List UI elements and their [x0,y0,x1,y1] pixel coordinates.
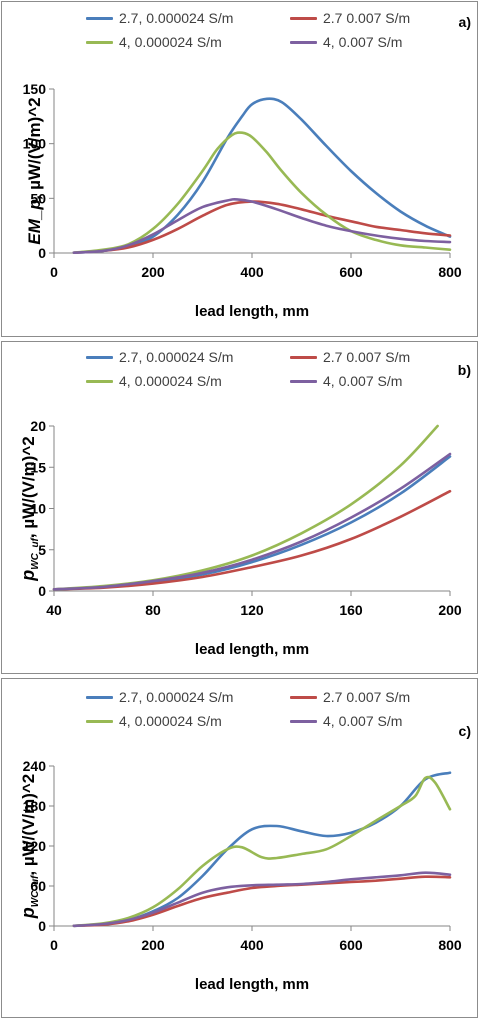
y-tick-label: 15 [30,459,46,475]
x-tick-label: 40 [46,602,62,618]
y-tick-label: 5 [38,542,46,558]
series-line-4 [52,452,452,591]
legend-entry-1: 2.7, 0.000024 S/m [86,349,233,365]
legend-entry-1: 2.7, 0.000024 S/m [86,10,233,26]
legend-swatch [86,719,113,723]
legend-entry-4: 4, 0.007 S/m [290,373,402,389]
panel-label-b: b) [457,362,471,378]
legend-swatch [290,379,317,383]
legend-label: 4, 0.000024 S/m [119,34,222,50]
chart-c-svg: 0 60 120 180 240 0 200 400 600 800 lead length, mm… [18,758,462,993]
legend-c: 2.7, 0.000024 S/m 2.7 0.007 S/m 4, 0.00002… [72,689,412,733]
legend-label: 4, 0.007 S/m [323,713,403,729]
legend-label: 4, 0.007 S/m [323,34,403,50]
legend-swatch [290,40,317,44]
chart-panel-b: 0 5 10 15 20 40 80 120 160 200 lead length, mm pWC_… [1,341,478,674]
y-tick-label: 0 [38,918,46,934]
legend-entry-2: 2.7 0.007 S/m [290,689,410,705]
legend-entry-3: 4, 0.000024 S/m [86,373,222,389]
x-tick-label: 80 [145,602,161,618]
legend-entry-1: 2.7, 0.000024 S/m [86,689,233,705]
x-tick-label: 200 [141,937,165,953]
x-tick-label: 0 [50,264,58,280]
legend-entry-3: 4, 0.000024 S/m [86,713,222,729]
legend-swatch [86,379,113,383]
y-axis-label: pWC_uf, µW/(V/m)^2 [18,774,41,920]
legend-swatch [86,40,113,44]
y-tick-label: 240 [23,758,47,774]
legend-a: 2.7, 0.000024 S/m 2.7 0.007 S/m 4, 0.00002… [72,10,412,54]
chart-a-svg: 0 50 100 150 0 200 400 600 800 lead length, mm EM_… [23,81,462,320]
legend-swatch [86,695,113,699]
series-line-3 [72,131,452,254]
legend-entry-4: 4, 0.007 S/m [290,34,402,50]
legend-swatch [86,16,113,20]
x-tick-label: 400 [240,937,264,953]
y-tick-label: 100 [23,136,47,152]
legend-b: 2.7, 0.000024 S/m 2.7 0.007 S/m 4, 0.00002… [72,349,412,393]
legend-entry-2: 2.7 0.007 S/m [290,349,410,365]
x-tick-label: 120 [240,602,264,618]
y-tick-label: 180 [23,798,47,814]
legend-swatch [290,719,317,723]
y-tick-label: 50 [30,190,46,206]
x-tick-label: 200 [141,264,165,280]
series-line-2 [72,200,452,254]
chart-panel-c: 0 60 120 180 240 0 200 400 600 800 lead length, mm… [1,678,478,1018]
x-tick-label: 600 [339,264,363,280]
legend-swatch [86,355,113,359]
x-axis-label: lead length, mm [195,641,309,658]
y-tick-label: 120 [23,838,47,854]
legend-label: 4, 0.000024 S/m [119,713,222,729]
x-axis-label: lead length, mm [195,976,309,993]
legend-label: 2.7 0.007 S/m [323,349,411,365]
legend-label: 2.7, 0.000024 S/m [119,10,234,26]
series-line-4 [72,871,452,928]
y-tick-label: 60 [30,878,46,894]
x-tick-label: 600 [339,937,363,953]
y-axis-label: pWC_uf, µW/(V/m)^2 [18,436,41,582]
x-axis-label: lead length, mm [195,303,309,320]
series-line-2 [72,875,452,928]
panel-label-a: a) [458,14,471,30]
y-tick-label: 0 [38,245,46,261]
series-line-2 [52,489,452,591]
y-tick-label: 0 [38,583,46,599]
series-line-4 [72,198,452,254]
x-tick-label: 160 [339,602,363,618]
x-tick-label: 200 [438,602,462,618]
chart-panel-a: 0 50 100 150 0 200 400 600 800 lead length, mm EM_… [1,1,478,337]
legend-label: 2.7 0.007 S/m [323,10,411,26]
y-tick-label: 150 [23,81,47,97]
legend-label: 4, 0.000024 S/m [119,373,222,389]
legend-entry-2: 2.7 0.007 S/m [290,10,410,26]
series-line-1 [72,97,452,254]
chart-b-svg: 0 5 10 15 20 40 80 120 160 200 lead length, mm pWC_… [18,418,462,658]
x-tick-label: 800 [438,937,462,953]
legend-entry-4: 4, 0.007 S/m [290,713,402,729]
y-axis-label: EM_p, µW/(V/m)^2 [25,97,44,244]
x-tick-label: 400 [240,264,264,280]
legend-swatch [290,355,317,359]
legend-label: 2.7, 0.000024 S/m [119,349,234,365]
legend-swatch [290,695,317,699]
legend-label: 2.7 0.007 S/m [323,689,411,705]
series-line-1 [72,771,452,928]
x-tick-label: 800 [438,264,462,280]
y-tick-label: 10 [30,501,46,517]
legend-label: 4, 0.007 S/m [323,373,403,389]
panel-label-c: c) [458,723,471,739]
series-line-3 [72,775,452,928]
legend-entry-3: 4, 0.000024 S/m [86,34,222,50]
x-tick-label: 0 [50,937,58,953]
legend-label: 2.7, 0.000024 S/m [119,689,234,705]
y-tick-label: 20 [30,418,46,434]
legend-swatch [290,16,317,20]
